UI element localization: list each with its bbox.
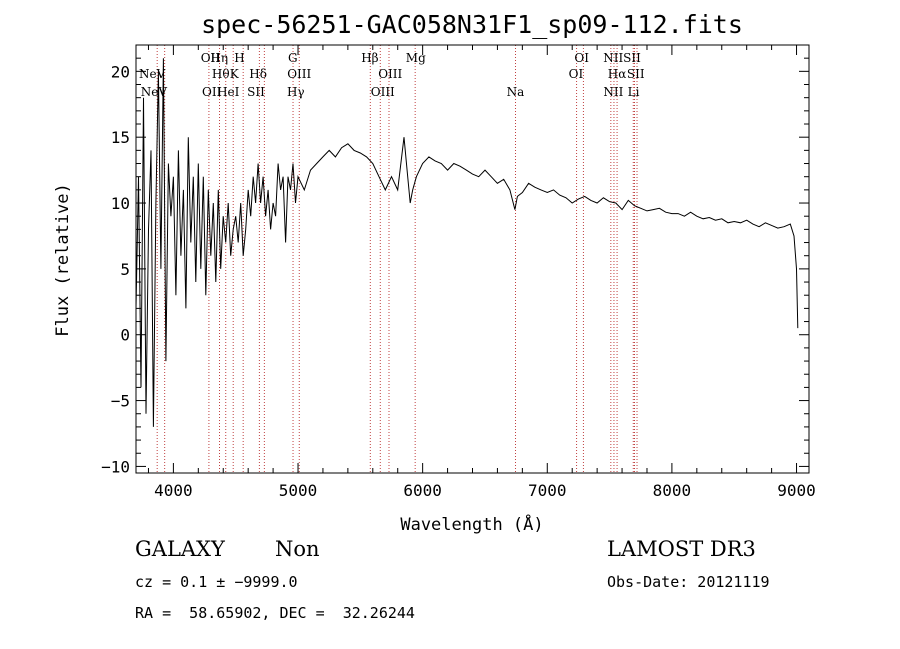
object-subclass: Non — [275, 537, 320, 561]
spectral-line-label: G — [288, 51, 298, 65]
spectral-line-label: OII — [202, 85, 222, 99]
redshift-readout: cz = 0.1 ± −9999.0 — [135, 573, 298, 591]
spectral-line-label: NIISII — [603, 51, 641, 65]
spectral-line-label: Hβ — [361, 51, 378, 65]
y-tick-label: −10 — [101, 457, 130, 476]
observation-date: Obs-Date: 20121119 — [607, 573, 770, 591]
y-tick-label: 5 — [120, 260, 130, 279]
spectral-line-label: OI — [574, 51, 589, 65]
object-class: GALAXY — [135, 537, 225, 561]
spectral-line-label: Hδ — [249, 67, 267, 81]
spectral-line-label: OII — [201, 51, 221, 65]
spectral-line-label: Na — [507, 85, 525, 99]
tick-layer: 4000 5000 6000 7000 8000 9000 −10 −5 0 5 10 15 20 — [101, 45, 816, 500]
y-tick-label: 20 — [111, 62, 130, 81]
x-axis-label: Wavelength (Å) — [400, 513, 543, 535]
spectral-line-label: Hη — [210, 51, 228, 65]
spectral-line-label: HeI — [217, 85, 240, 99]
x-tick-label: 7000 — [528, 481, 567, 500]
spectral-line-label: Mg — [406, 51, 426, 65]
spectral-line-label: NeV — [141, 85, 168, 99]
series-layer — [135, 58, 799, 427]
y-tick-label: −5 — [111, 392, 130, 411]
plot-frame — [135, 44, 810, 474]
survey-name: LAMOST DR3 — [607, 537, 756, 561]
spectral-line-label: NeV — [139, 67, 166, 81]
spectral-line-label: OIII — [287, 67, 311, 81]
x-tick-label: 5000 — [279, 481, 318, 500]
spectral-line-label: SII — [247, 85, 265, 99]
spectral-line-label: K — [230, 67, 240, 81]
x-tick-label: 9000 — [777, 481, 816, 500]
x-tick-label: 8000 — [653, 481, 692, 500]
y-tick-label: 15 — [111, 128, 130, 147]
y-tick-label: 10 — [111, 194, 130, 213]
y-tick-label: 0 — [120, 326, 130, 345]
x-tick-label: 4000 — [154, 481, 193, 500]
spectral-line-label: NII — [603, 85, 623, 99]
line-marker-layer — [156, 45, 638, 473]
spectral-line-label: SII — [627, 67, 645, 81]
spectral-line-label: Hθ — [212, 67, 230, 81]
coordinates-readout: RA = 58.65902, DEC = 32.26244 — [135, 604, 415, 622]
spectral-line-label: OI — [569, 67, 584, 81]
y-axis-label: Flux (relative) — [53, 183, 73, 337]
spectral-line-label: Hγ — [287, 85, 305, 99]
spectral-line-label: Hα — [608, 67, 627, 81]
series-line-flux — [135, 58, 799, 427]
spectral-line-label: Li — [628, 85, 640, 99]
chart-title: spec-56251-GAC058N31F1_sp09-112.fits — [201, 10, 743, 39]
spectral-line-label: OIII — [371, 85, 395, 99]
spectral-line-label: OIII — [378, 67, 402, 81]
spectral-line-label: H — [234, 51, 244, 65]
x-tick-label: 6000 — [403, 481, 442, 500]
